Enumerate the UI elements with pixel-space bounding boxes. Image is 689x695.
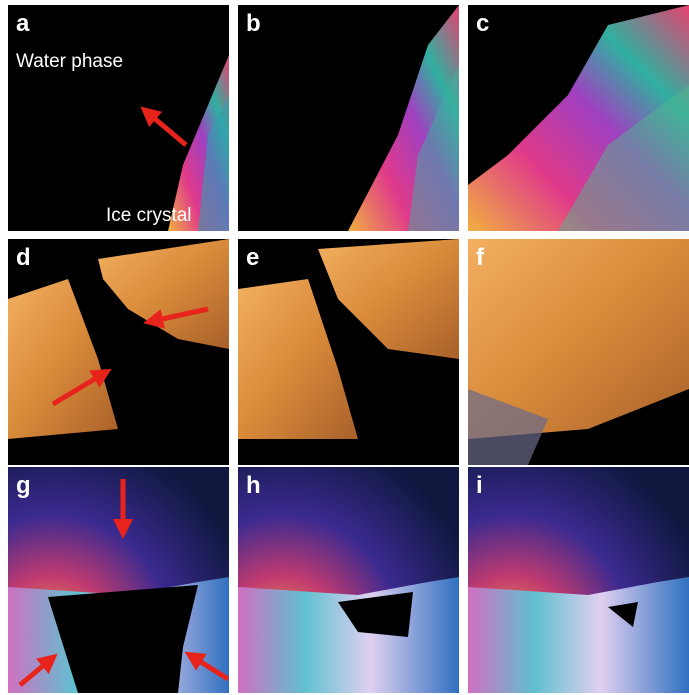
panel-h: h xyxy=(238,467,459,693)
panel-label: c xyxy=(476,10,489,37)
panel-label: b xyxy=(246,10,261,37)
annotation: Water phase xyxy=(16,51,123,72)
panel-i: i xyxy=(468,467,689,693)
panel-e: e xyxy=(238,239,459,465)
panel-label: e xyxy=(246,244,259,271)
panel-label: i xyxy=(476,472,483,499)
panel-c: c xyxy=(468,5,689,231)
panel-label: d xyxy=(16,244,31,271)
panel-label: a xyxy=(16,10,30,37)
panel-label: f xyxy=(476,244,485,271)
panel-f: f xyxy=(468,239,689,465)
panel-label: g xyxy=(16,472,31,499)
panel-label: h xyxy=(246,472,261,499)
annotation: Ice crystal xyxy=(106,205,192,226)
panel-b: b xyxy=(238,5,459,231)
figure: a Water phase Ice crystal b c d e f xyxy=(0,0,689,695)
panel-d: d xyxy=(8,239,229,465)
panel-g: g xyxy=(8,467,229,693)
panel-a: a Water phase Ice crystal xyxy=(8,5,229,231)
